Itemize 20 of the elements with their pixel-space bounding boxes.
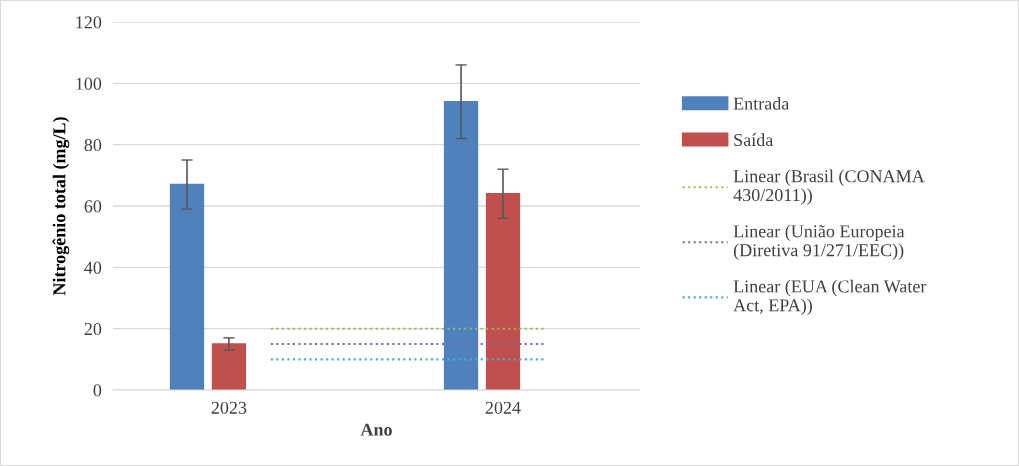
- x-tick-label: 2024: [485, 401, 521, 414]
- bar: [443, 101, 479, 390]
- y-tick-label: 100: [76, 77, 102, 90]
- x-tick-label: 2023: [211, 401, 247, 414]
- y-tick-label: 20: [84, 322, 102, 336]
- x-axis-title: Ano: [360, 423, 392, 436]
- bar: [169, 183, 205, 390]
- y-axis-title: Nitrogênio total (mg/L): [52, 117, 70, 296]
- legend-label: Linear (Brasil (CONAMA 430/2011)): [733, 169, 925, 205]
- y-tick-label: 40: [84, 261, 102, 274]
- y-tick-label: 60: [84, 200, 102, 213]
- legend-label: Linear (EUA (Clean Water Act, EPA)): [733, 279, 927, 316]
- legend-label: Saída: [734, 133, 774, 147]
- y-tick-label: 80: [84, 138, 102, 152]
- bar: [211, 343, 247, 390]
- bar: [485, 193, 521, 390]
- y-tick-label: 0: [93, 384, 102, 397]
- legend-label: Linear (União Europeia (Diretiva 91/271/EEC)): [733, 224, 905, 260]
- y-tick-label: 120: [76, 16, 102, 29]
- legend-label: Entrada: [733, 97, 790, 110]
